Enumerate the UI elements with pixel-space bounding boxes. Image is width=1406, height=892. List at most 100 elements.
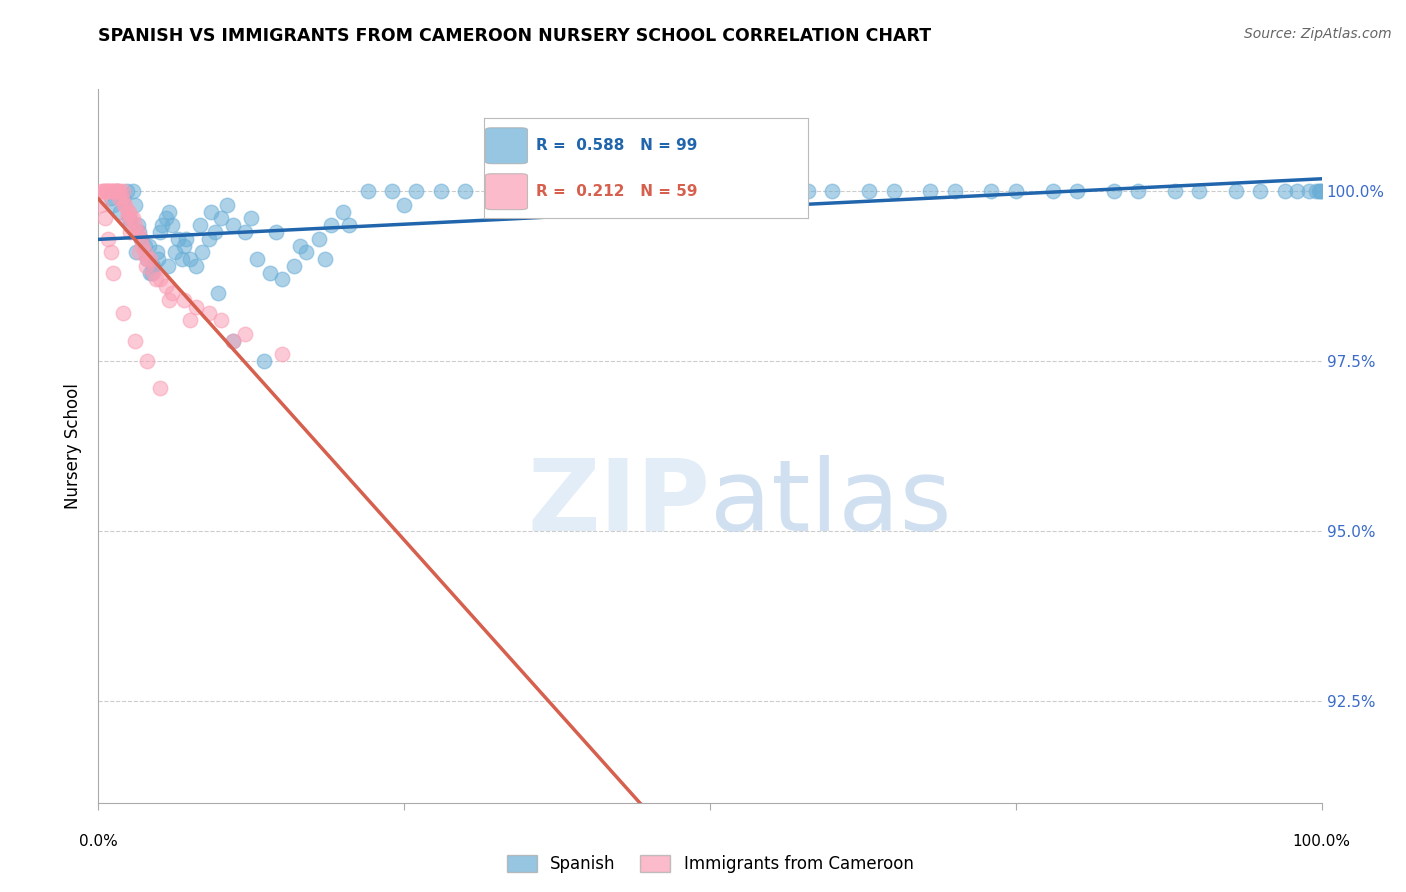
Text: Source: ZipAtlas.com: Source: ZipAtlas.com <box>1244 27 1392 41</box>
Point <box>233 225 256 239</box>
Point <box>1310 184 1333 198</box>
Point <box>1225 184 1247 198</box>
Point <box>222 218 245 232</box>
Point <box>146 245 169 260</box>
Point <box>290 238 312 252</box>
Point <box>104 184 127 198</box>
Point <box>157 293 180 307</box>
Point <box>100 191 122 205</box>
Point <box>308 232 330 246</box>
Point <box>186 259 208 273</box>
Point <box>283 259 305 273</box>
Point <box>118 211 141 226</box>
Point <box>136 252 159 266</box>
Point <box>125 245 148 260</box>
Point <box>381 184 404 198</box>
Point <box>105 184 128 198</box>
Point <box>516 184 538 198</box>
Point <box>699 184 721 198</box>
Point <box>173 293 195 307</box>
Point <box>141 266 163 280</box>
Point <box>1308 184 1330 198</box>
Point <box>98 184 121 198</box>
Y-axis label: Nursery School: Nursery School <box>65 383 83 509</box>
Point <box>127 225 149 239</box>
Point <box>91 184 114 198</box>
Point <box>638 184 661 198</box>
Point <box>120 218 142 232</box>
Point <box>553 184 575 198</box>
Point <box>121 184 143 198</box>
Point <box>134 238 156 252</box>
Point <box>454 184 477 198</box>
Point <box>191 245 214 260</box>
Point <box>920 184 942 198</box>
Point <box>295 245 318 260</box>
Point <box>118 204 141 219</box>
Point <box>111 306 134 320</box>
Point <box>761 184 783 198</box>
Point <box>1188 184 1211 198</box>
Point <box>124 218 146 232</box>
Point <box>96 184 118 198</box>
Point <box>155 279 177 293</box>
Point <box>115 211 138 226</box>
Point <box>1102 184 1125 198</box>
Point <box>121 211 143 226</box>
Point <box>139 252 162 266</box>
Point <box>613 184 636 198</box>
Point <box>110 184 132 198</box>
Point <box>117 204 139 219</box>
Point <box>197 306 219 320</box>
Point <box>821 184 844 198</box>
Point <box>129 232 152 246</box>
Point <box>149 381 172 395</box>
Point <box>160 218 183 232</box>
Point <box>430 184 453 198</box>
Point <box>167 232 190 246</box>
Point <box>1128 184 1150 198</box>
Point <box>101 184 124 198</box>
Point <box>186 300 208 314</box>
Point <box>110 204 132 219</box>
Point <box>124 334 146 348</box>
Point <box>207 286 229 301</box>
Legend: Spanish, Immigrants from Cameroon: Spanish, Immigrants from Cameroon <box>501 848 920 880</box>
Point <box>240 211 263 226</box>
Point <box>1250 184 1272 198</box>
Point <box>120 225 142 239</box>
Point <box>233 326 256 341</box>
Point <box>142 259 165 273</box>
Point <box>1309 184 1331 198</box>
Point <box>111 191 134 205</box>
Point <box>209 211 232 226</box>
Point <box>120 211 142 226</box>
Point <box>252 354 274 368</box>
Point <box>128 245 150 260</box>
Point <box>735 184 758 198</box>
Point <box>125 225 148 239</box>
Point <box>209 313 232 327</box>
Point <box>188 218 211 232</box>
Point <box>134 245 156 260</box>
Point <box>129 232 152 246</box>
Point <box>101 266 124 280</box>
Point <box>127 218 149 232</box>
Point <box>246 252 269 266</box>
Point <box>1164 184 1187 198</box>
Point <box>139 266 162 280</box>
Text: atlas: atlas <box>710 455 952 551</box>
Point <box>197 232 219 246</box>
Point <box>103 184 125 198</box>
Point <box>155 211 177 226</box>
Point <box>356 184 378 198</box>
Point <box>136 354 159 368</box>
Point <box>157 259 180 273</box>
Text: 0.0%: 0.0% <box>79 834 118 849</box>
Point <box>675 184 697 198</box>
Point <box>112 198 135 212</box>
Point <box>491 184 513 198</box>
Point <box>114 198 136 212</box>
Point <box>858 184 880 198</box>
Point <box>1274 184 1296 198</box>
